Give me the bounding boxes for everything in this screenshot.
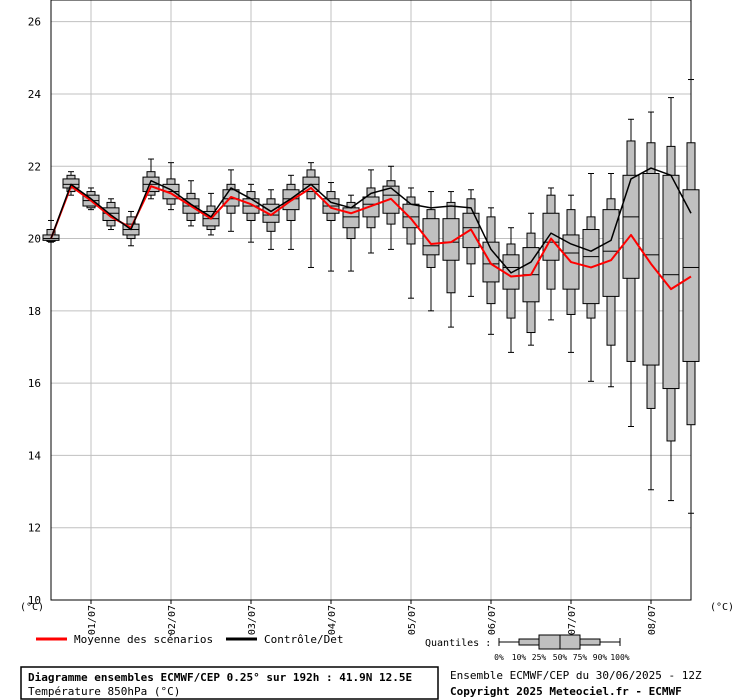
box-iqr xyxy=(262,203,280,223)
boxplot xyxy=(442,191,460,328)
y-tick-label: 16 xyxy=(28,377,41,390)
legend-control-label: Contrôle/Det xyxy=(264,633,343,646)
boxplot xyxy=(422,191,440,312)
y-tick-label: 24 xyxy=(28,88,42,101)
footer-run: Ensemble ECMWF/CEP du 30/06/2025 - 12Z xyxy=(450,669,702,682)
y-axis-ticks: 10 12 14 16 18 20 22 24 26 xyxy=(28,16,42,607)
x-tick-label: 07/07 xyxy=(567,605,578,635)
boxplot xyxy=(262,189,280,250)
y-tick-label: 20 xyxy=(28,233,41,246)
boxplot xyxy=(302,162,320,268)
boxplot xyxy=(162,162,180,211)
boxplot xyxy=(682,79,700,514)
x-axis-ticks: 01/07 02/07 03/07 04/07 05/07 06/07 07/07 08/07 xyxy=(87,600,658,635)
boxplot xyxy=(562,194,580,353)
y-tick-label: 26 xyxy=(28,16,41,29)
legend-quantile-tick: 25% xyxy=(532,653,547,662)
x-tick-label: 04/07 xyxy=(327,605,338,635)
y-unit-left: (°C) xyxy=(20,602,44,613)
boxplot xyxy=(602,172,620,388)
boxplot xyxy=(462,189,480,297)
x-tick-label: 08/07 xyxy=(647,605,658,635)
series-lines xyxy=(50,167,692,291)
legend-quantile-box xyxy=(498,634,621,650)
boxplot xyxy=(522,212,540,346)
x-tick-label: 03/07 xyxy=(247,605,258,635)
footer-subtitle: Température 850hPa (°C) xyxy=(28,685,180,698)
boxplot xyxy=(242,183,260,243)
y-tick-label: 18 xyxy=(28,305,41,318)
boxplot xyxy=(222,169,240,232)
boxplot xyxy=(482,207,500,335)
legend-quantile-tick: 0% xyxy=(494,653,504,662)
mean-line xyxy=(50,185,692,291)
x-tick-label: 05/07 xyxy=(407,605,418,635)
legend-mean-label: Moyenne des scénarios xyxy=(74,633,213,646)
boxplot xyxy=(382,165,400,250)
box-iqr xyxy=(682,189,700,362)
box-iqr xyxy=(642,172,660,366)
x-tick-label: 01/07 xyxy=(87,605,98,635)
legend-quantile-tick: 75% xyxy=(573,653,588,662)
footer-copyright: Copyright 2025 Meteociel.fr - ECMWF xyxy=(450,685,682,698)
legend: Moyenne des scénarios Contrôle/Det Quant… xyxy=(36,633,630,662)
box-iqr xyxy=(602,209,620,297)
box-iqr xyxy=(622,174,640,279)
boxplot xyxy=(642,111,660,491)
footer-title: Diagramme ensembles ECMWF/CEP 0.25° sur … xyxy=(28,671,412,684)
boxplot xyxy=(582,172,600,382)
y-unit-right: (°C) xyxy=(710,602,734,613)
control-line xyxy=(50,167,692,274)
box-iqr xyxy=(442,218,460,261)
boxplot xyxy=(622,118,640,428)
boxplot xyxy=(502,227,520,353)
x-tick-label: 06/07 xyxy=(487,605,498,635)
y-tick-label: 12 xyxy=(28,522,41,535)
boxplot xyxy=(322,182,340,272)
legend-quantile-tick: 10% xyxy=(512,653,527,662)
boxplot xyxy=(62,171,80,196)
boxplot xyxy=(662,97,680,502)
boxplot xyxy=(362,169,380,254)
legend-quantile-tick: 90% xyxy=(593,653,608,662)
x-tick-label: 02/07 xyxy=(167,605,178,635)
y-tick-label: 14 xyxy=(28,449,42,462)
boxplot xyxy=(402,187,420,299)
y-tick-label: 10 xyxy=(28,594,41,607)
boxplots xyxy=(42,79,700,514)
legend-quantile-tick: 100% xyxy=(610,653,629,662)
legend-quantile-tick: 50% xyxy=(553,653,568,662)
legend-quantiles-label: Quantiles : xyxy=(425,638,491,649)
legend-quantile-ticks: 0% 10% 25% 50% 75% 90% 100% xyxy=(494,653,630,662)
y-tick-label: 22 xyxy=(28,160,41,173)
boxplot xyxy=(542,187,560,321)
footer-title-box: Diagramme ensembles ECMWF/CEP 0.25° sur … xyxy=(20,666,439,700)
